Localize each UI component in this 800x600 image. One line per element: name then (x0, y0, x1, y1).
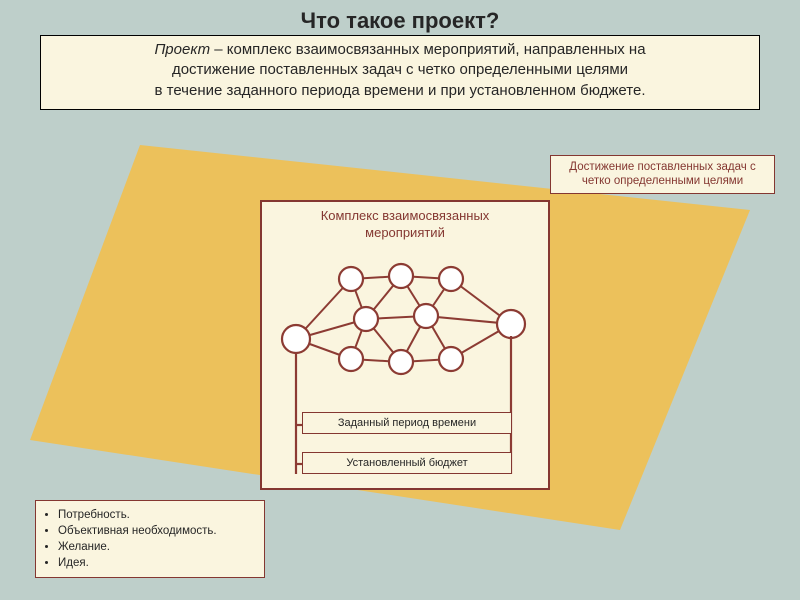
definition-box: Проект – комплекс взаимосвязанных меропр… (40, 35, 760, 110)
graph-node (339, 267, 363, 291)
diagram-box: Комплекс взаимосвязанных мероприятий Зад… (260, 200, 550, 490)
page-title: Что такое проект? (0, 8, 800, 34)
bullets-box: Потребность. Объективная необходимость. … (35, 500, 265, 578)
graph-node (414, 304, 438, 328)
bullet-item: Желание. (58, 539, 254, 555)
definition-body2: достижение поставленных задач с четко оп… (172, 61, 628, 78)
budget-box: Установленный бюджет (302, 452, 512, 474)
time-box: Заданный период времени (302, 412, 512, 434)
graph-node (354, 307, 378, 331)
goals-box: Достижение поставленных задач с четко оп… (550, 155, 775, 194)
edges-group (296, 276, 511, 362)
diagram-title-line1: Комплекс взаимосвязанных (321, 208, 490, 223)
graph-node (339, 347, 363, 371)
nodes-group (282, 264, 525, 374)
graph-node (439, 347, 463, 371)
diagram-title: Комплекс взаимосвязанных мероприятий (262, 208, 548, 242)
bullet-item: Объективная необходимость. (58, 523, 254, 539)
graph-node (389, 350, 413, 374)
graph-node (439, 267, 463, 291)
graph-node (389, 264, 413, 288)
graph-node (282, 325, 310, 353)
definition-lead: Проект (154, 41, 210, 58)
bullet-item: Потребность. (58, 507, 254, 523)
definition-body1: – комплекс взаимосвязанных мероприятий, … (210, 41, 645, 58)
bullet-item: Идея. (58, 555, 254, 571)
network-graph (276, 254, 536, 394)
definition-body3: в течение заданного периода времени и пр… (154, 82, 645, 99)
diagram-title-line2: мероприятий (365, 225, 445, 240)
graph-node (497, 310, 525, 338)
